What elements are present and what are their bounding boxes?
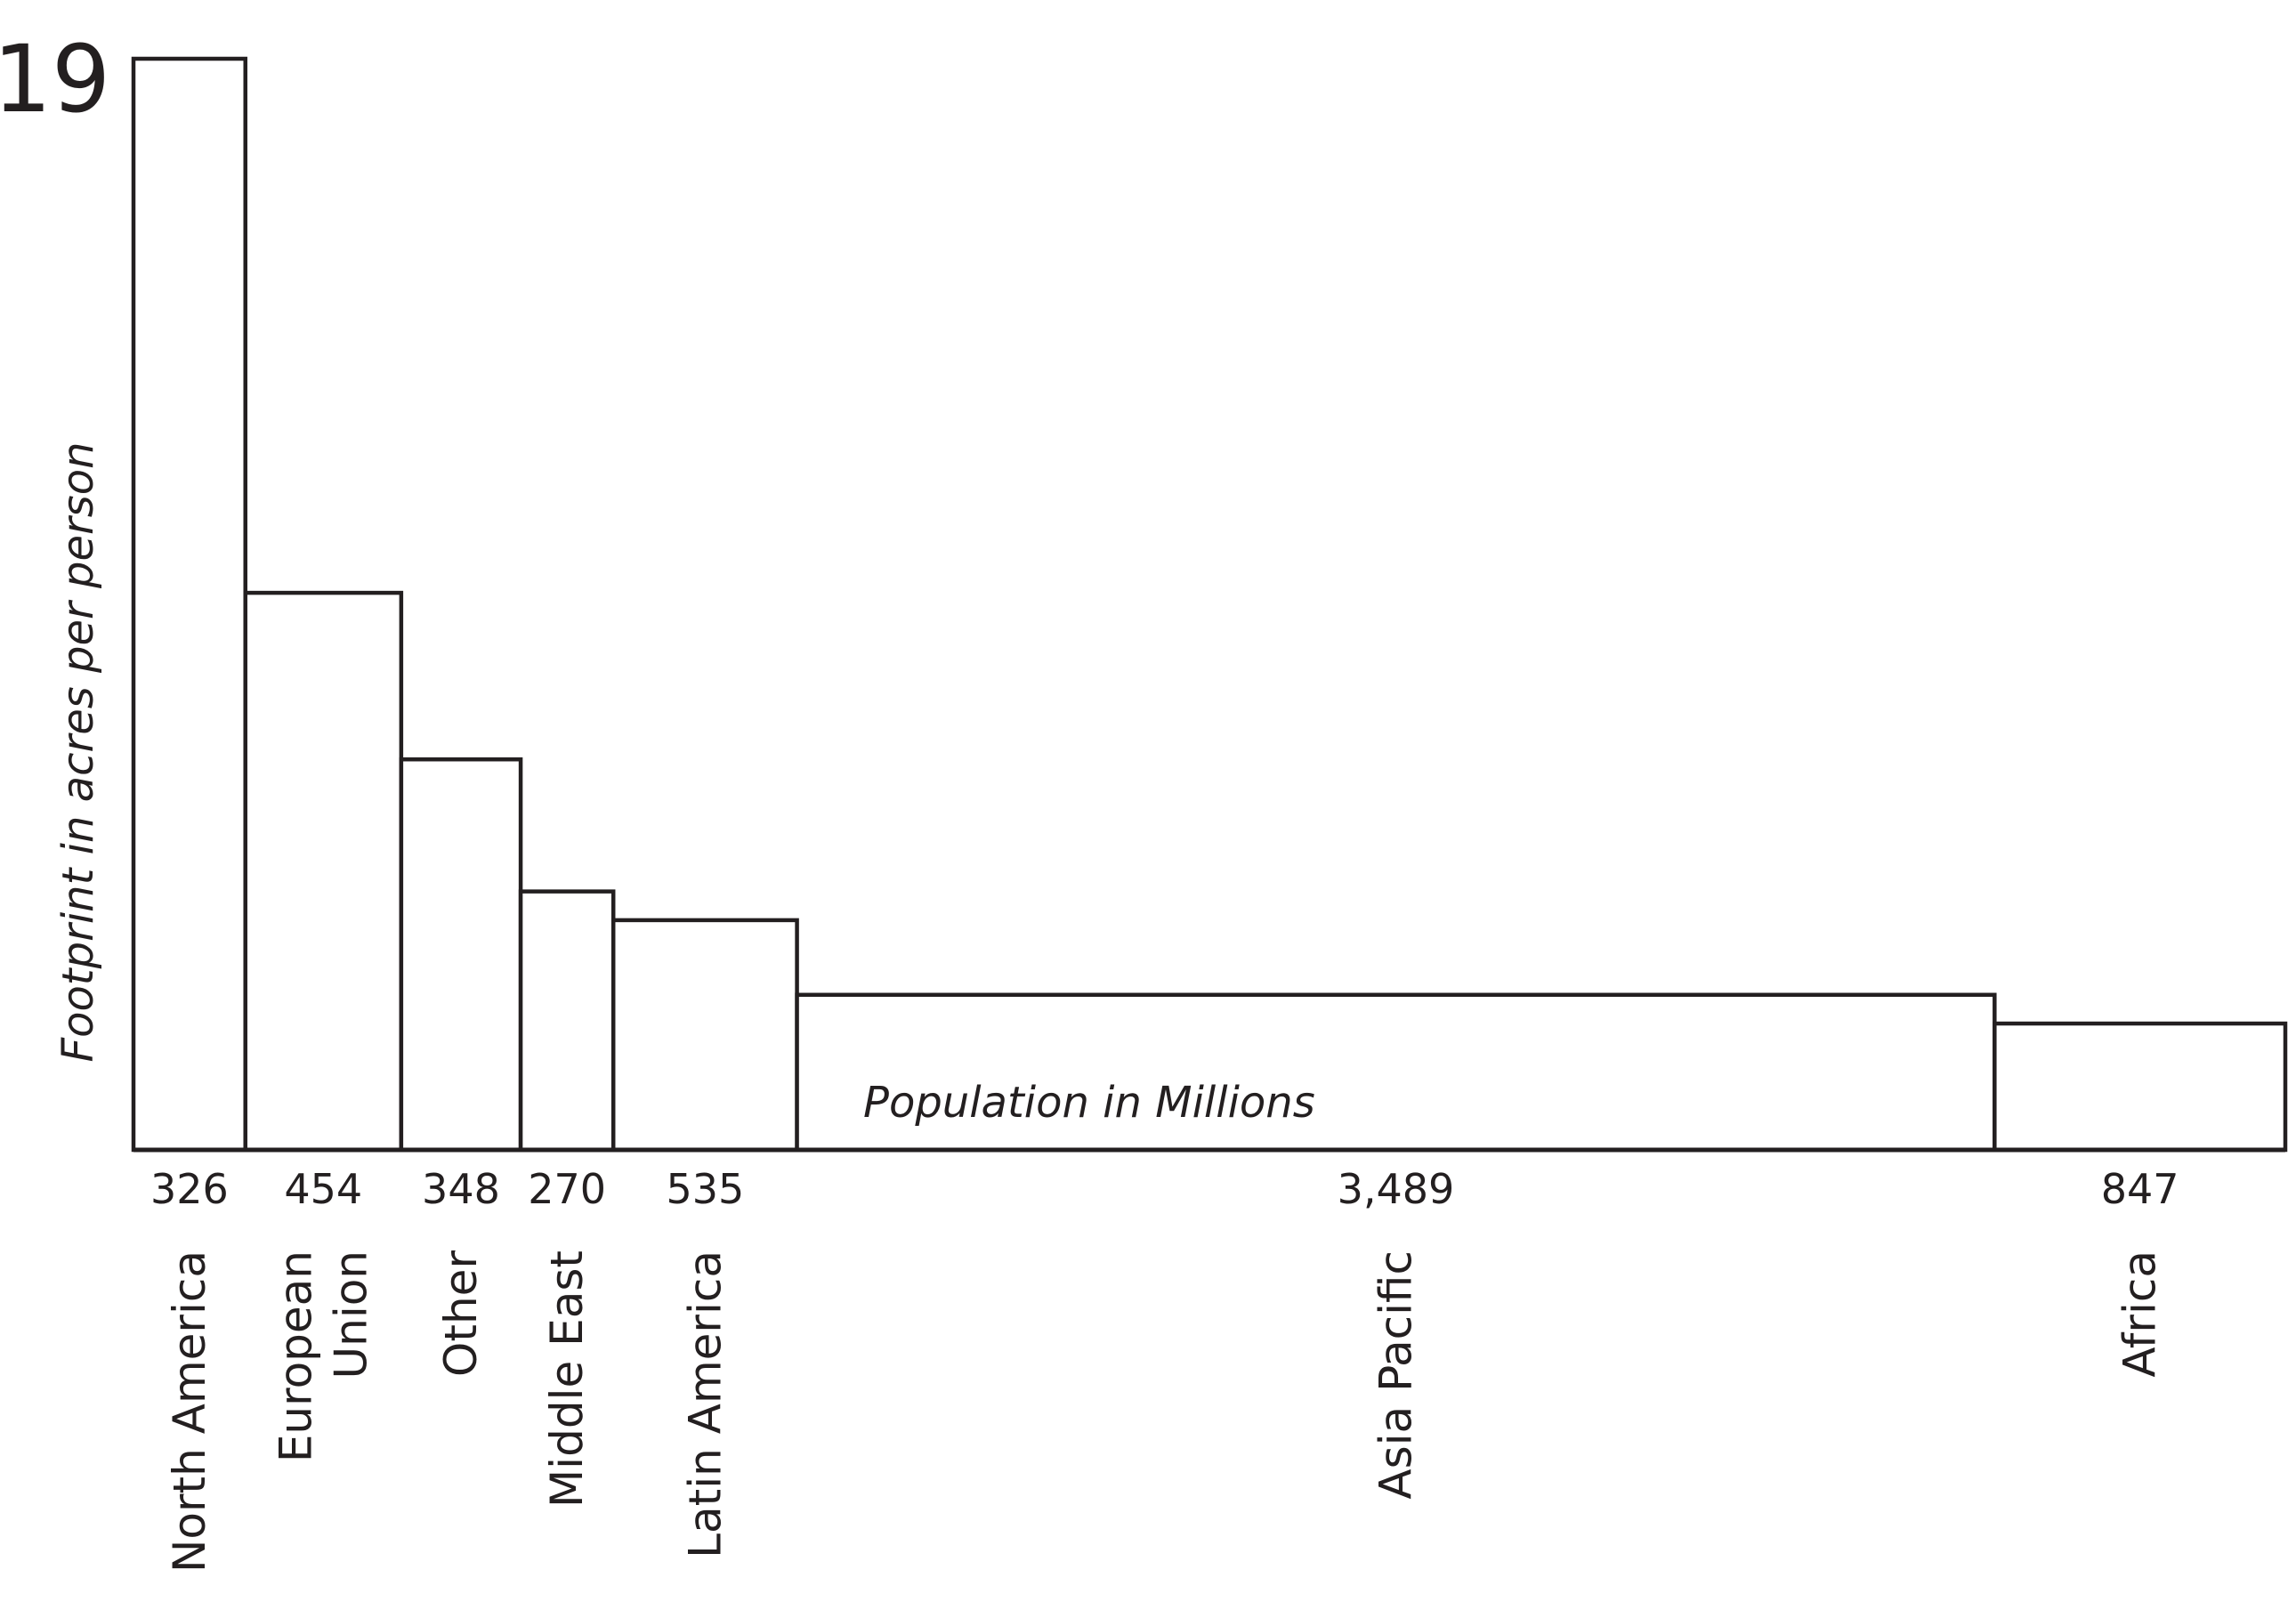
category-label-european-union-1: European	[270, 1250, 321, 1462]
bar-other	[399, 756, 523, 1153]
y-axis-max-label: 19	[0, 25, 110, 134]
bar-africa	[1993, 1021, 2288, 1153]
width-label-north-america: 326	[150, 1165, 229, 1213]
bar-middle-east	[518, 889, 616, 1153]
width-label-africa: 847	[2101, 1165, 2179, 1213]
category-label-european-union-2: Union	[325, 1250, 376, 1379]
labels-layer: 326 North America 454 European Union 348 Other…	[150, 1165, 2179, 1573]
category-label-asia-pacific: Asia Pacific	[1370, 1250, 1421, 1500]
bar-asia-pacific	[795, 992, 1997, 1153]
width-label-european-union: 454	[284, 1165, 362, 1213]
category-label-other: Other	[435, 1250, 487, 1377]
bar-european-union	[243, 590, 404, 1153]
width-label-latin-america: 535	[666, 1165, 744, 1213]
bar-latin-america	[610, 918, 799, 1153]
x-axis-title: Population in Millions	[863, 1078, 1315, 1128]
width-label-middle-east: 270	[528, 1165, 606, 1213]
category-label-africa: Africa	[2114, 1250, 2166, 1378]
bar-north-america	[131, 56, 247, 1153]
y-axis-title: Footprint in acres per person	[53, 441, 103, 1062]
category-label-latin-america: Latin America	[679, 1250, 731, 1558]
width-label-other: 348	[422, 1165, 500, 1213]
category-label-north-america: North America	[164, 1250, 215, 1573]
width-label-asia-pacific: 3,489	[1338, 1165, 1455, 1213]
bars-layer	[131, 56, 2288, 1153]
category-label-middle-east: Middle East	[541, 1250, 593, 1508]
